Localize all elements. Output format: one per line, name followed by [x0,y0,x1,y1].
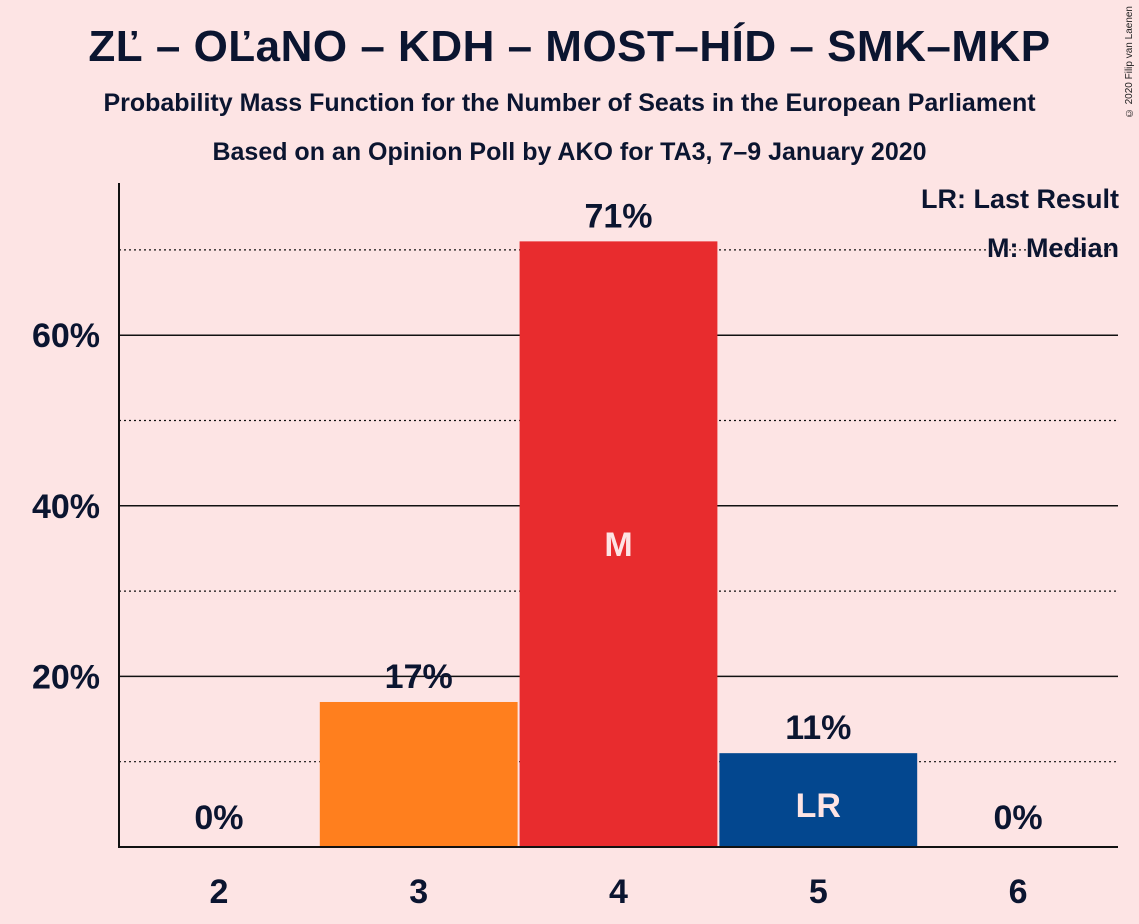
y-tick-label: 20% [32,658,100,696]
last-result-marker: LR [796,787,841,825]
legend-median: M: Median [987,233,1119,263]
bar-value-label: 0% [994,799,1043,837]
x-tick-label: 3 [409,873,428,911]
bar-seats-5 [719,753,918,847]
legend-last-result: LR: Last Result [920,184,1119,214]
bar-value-label: 17% [385,658,453,696]
y-tick-label: 60% [32,317,100,355]
bar-value-label: 0% [194,799,243,837]
bar-value-label: 71% [584,197,652,235]
median-marker: M [604,526,632,564]
bar-seats-4 [519,241,718,847]
bar-seats-3 [319,701,518,847]
x-tick-label: 6 [1009,873,1028,911]
chart-title: ZĽ – OĽaNO – KDH – MOST–HÍD – SMK–MKP [88,22,1051,71]
x-tick-label: 2 [209,873,228,911]
x-tick-label: 4 [609,873,628,911]
chart-subtitle: Probability Mass Function for the Number… [103,89,1036,117]
bar-value-label: 11% [785,709,851,747]
y-tick-label: 40% [32,488,100,526]
chart-source-line: Based on an Opinion Poll by AKO for TA3,… [212,138,927,166]
x-tick-label: 5 [809,873,828,911]
